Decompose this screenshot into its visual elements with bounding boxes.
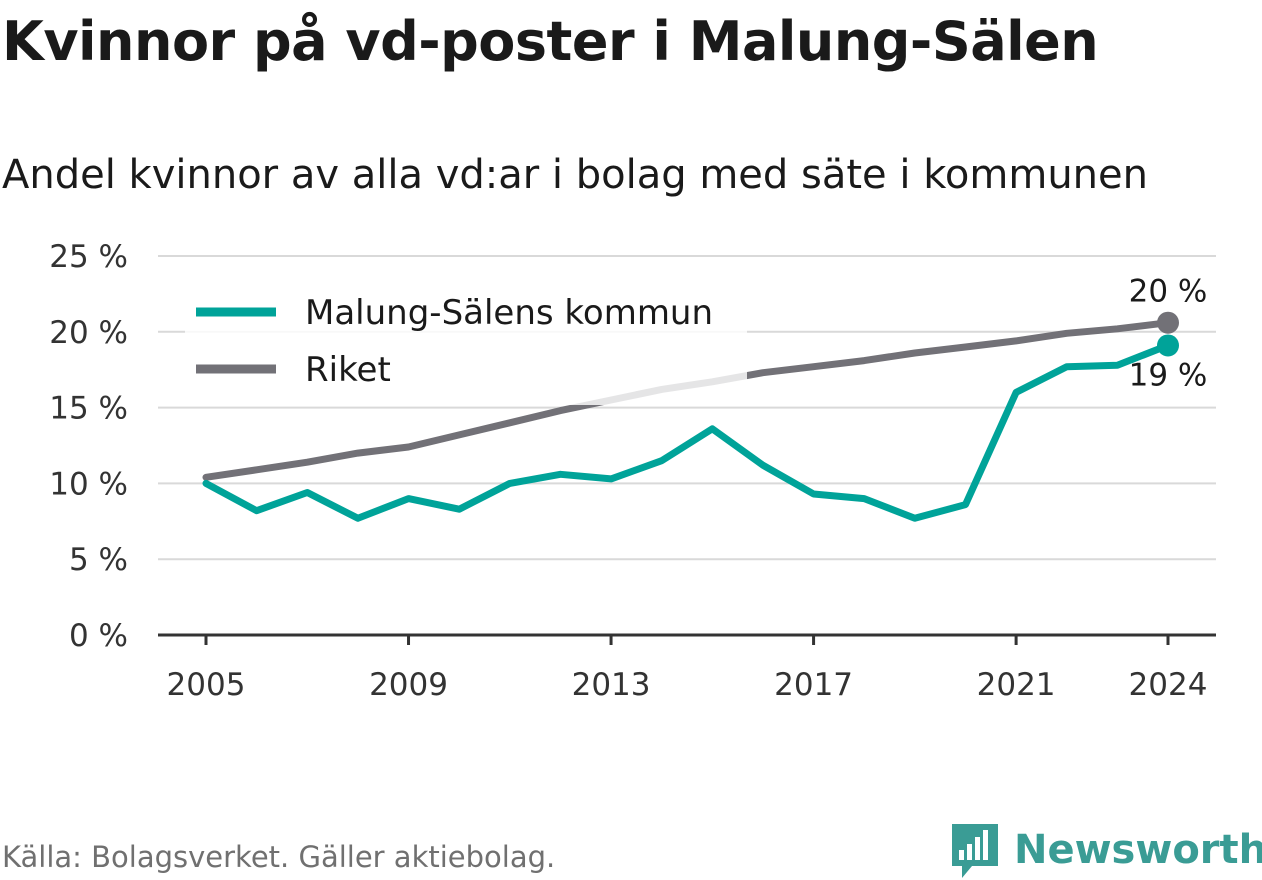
chart-title: Kvinnor på vd-poster i Malung-Sälen — [2, 10, 1099, 73]
y-tick-label: 25 % — [49, 239, 128, 275]
y-tick-label: 0 % — [69, 618, 128, 654]
y-tick-label: 5 % — [69, 542, 128, 578]
x-tick-label: 2009 — [369, 667, 448, 703]
legend-label: Malung-Sälens kommun — [305, 293, 713, 333]
y-tick-label: 20 % — [49, 315, 128, 351]
chart-subtitle: Andel kvinnor av alla vd:ar i bolag med … — [2, 152, 1148, 198]
source-note: Källa: Bolagsverket. Gäller aktiebolag. — [2, 840, 556, 874]
y-tick-label: 10 % — [49, 466, 128, 502]
brand-name: Newsworthy — [1014, 827, 1262, 873]
legend-background — [185, 283, 747, 405]
series-line-malung-salen — [202, 341, 1172, 522]
end-marker-riket — [1157, 311, 1179, 334]
end-marker-malung-salen — [1157, 334, 1179, 357]
x-axis — [158, 633, 1216, 645]
end-value-label-malung-salen: 19 % — [1129, 357, 1208, 393]
end-markers: 20 % 19 % — [1129, 274, 1208, 394]
legend-label: Riket — [305, 350, 391, 390]
x-tick-label: 2024 — [1129, 667, 1208, 703]
x-tick-label: 2017 — [774, 667, 853, 703]
x-tick-label: 2021 — [977, 667, 1056, 703]
end-value-label-riket: 20 % — [1129, 274, 1208, 310]
bar-chart-logo-icon — [952, 824, 998, 878]
y-tick-label: 15 % — [49, 391, 128, 427]
brand-logo: Newsworthy — [950, 820, 1262, 880]
y-axis-tick-labels: 0 % 5 % 10 % 15 % 20 % 25 % — [49, 239, 128, 654]
x-axis-tick-labels: 2005 2009 2013 2017 2021 2024 — [167, 667, 1208, 703]
x-tick-label: 2005 — [167, 667, 246, 703]
legend: Malung-Sälens kommun Riket — [185, 283, 747, 405]
x-tick-label: 2013 — [572, 667, 651, 703]
